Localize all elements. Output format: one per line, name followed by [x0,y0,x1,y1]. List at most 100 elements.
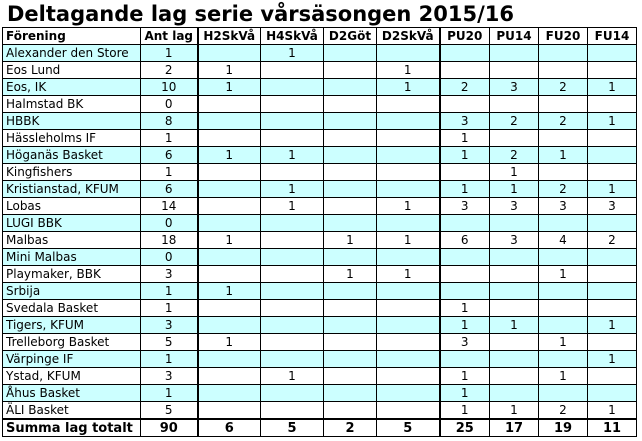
team-count-cell: 1 [260,146,324,164]
team-count-cell: 1 [197,231,261,249]
table-row: Halmstad BK 0 [2,95,637,113]
team-count-cell [197,95,261,113]
team-count-cell [197,401,261,420]
team-count-cell [489,44,539,62]
club-name: Mini Malbas [2,248,141,266]
team-count-cell: 1 [439,367,490,385]
team-count-cell [489,129,539,147]
team-count-cell [323,299,377,317]
team-count-cell: 2 [439,78,490,96]
team-count-cell: 1 [140,282,199,300]
team-count-cell: 3 [538,197,588,215]
team-count-cell [376,146,441,164]
team-count-cell: 3 [439,333,490,351]
team-count-cell [323,146,377,164]
team-count-cell [489,333,539,351]
team-count-cell: 6 [140,180,199,198]
team-count-cell: 1 [489,316,539,334]
team-count-cell: 1 [376,265,441,283]
team-count-cell: 14 [140,197,199,215]
team-count-cell [538,214,588,232]
club-name: Eos, IK [2,78,141,96]
team-count-cell [439,163,490,181]
team-count-cell [489,265,539,283]
team-count-cell: 1 [140,163,199,181]
team-count-cell [376,316,441,334]
team-count-cell: 1 [587,180,637,198]
team-count-cell [376,248,441,266]
team-count-cell [439,214,490,232]
team-count-cell [538,316,588,334]
team-count-cell [323,163,377,181]
team-count-cell [197,112,261,130]
team-count-cell: 1 [587,401,637,420]
table-row: Tigers, KFUM 3 1 1 1 [2,316,637,334]
table-row: Svedala Basket 1 1 [2,299,637,317]
team-count-cell [323,112,377,130]
team-count-cell [376,163,441,181]
team-count-cell: 1 [439,384,490,402]
team-count-cell: 1 [376,61,441,79]
team-count-cell: 1 [489,401,539,420]
team-count-cell [323,282,377,300]
team-count-cell [376,282,441,300]
table-row: Kristianstad, KFUM 6 1 1 1 2 1 [2,180,637,198]
team-count-cell: 2 [489,112,539,130]
team-count-cell: 3 [140,316,199,334]
column-header: Ant lag [140,27,199,45]
team-count-cell [376,95,441,113]
team-count-cell [323,95,377,113]
club-name: Svedala Basket [2,299,141,317]
team-count-cell: 2 [489,146,539,164]
total-cell: 11 [587,418,637,437]
page-title: Deltagande lag serie vårsäsongen 2015/16 [7,2,515,26]
team-count-cell [538,95,588,113]
column-header: H4SkVå [260,27,324,45]
team-count-cell: 2 [538,180,588,198]
table-body: Alexander den Store 1 1 Eos Lund 2 1 1 Eos, IK 1… [2,44,637,420]
table-row: Värpinge IF 1 1 [2,350,637,368]
team-count-cell [260,299,324,317]
team-count-cell [376,401,441,420]
team-count-cell [260,316,324,334]
team-count-cell [376,299,441,317]
team-count-cell: 5 [140,333,199,351]
club-name: Kingfishers [2,163,141,181]
team-count-cell: 3 [489,78,539,96]
team-count-cell [587,367,637,385]
table-row: Playmaker, BBK 3 1 1 1 [2,265,637,283]
table-row: Kingfishers 1 1 [2,163,637,181]
total-cell: 25 [439,418,490,437]
team-count-cell: 1 [538,333,588,351]
team-count-cell [489,61,539,79]
team-count-cell [260,129,324,147]
team-count-cell [197,299,261,317]
team-count-cell [439,44,490,62]
team-count-cell [323,78,377,96]
team-count-cell [439,265,490,283]
header-row: Förening Ant lag H2SkVå H4SkVå D2Göt D2S… [2,27,637,45]
team-count-cell: 6 [140,146,199,164]
total-cell: 17 [489,418,539,437]
team-count-cell [376,112,441,130]
team-count-cell: 0 [140,248,199,266]
club-name: ÄLI Basket [2,401,141,420]
team-count-cell [489,384,539,402]
column-header: PU14 [489,27,539,45]
team-count-cell [587,146,637,164]
table-row: HBBK 8 3 2 2 1 [2,112,637,130]
team-count-cell [587,299,637,317]
team-count-cell: 1 [323,231,377,249]
team-count-cell [439,248,490,266]
table-row: Eos Lund 2 1 1 [2,61,637,79]
team-count-cell [260,333,324,351]
team-count-cell: 1 [140,350,199,368]
team-count-cell: 5 [140,401,199,420]
team-count-cell [489,367,539,385]
team-count-cell [323,129,377,147]
team-count-cell [489,350,539,368]
team-count-cell [376,180,441,198]
team-count-cell [376,214,441,232]
club-name: Playmaker, BBK [2,265,141,283]
column-header: D2Göt [323,27,377,45]
